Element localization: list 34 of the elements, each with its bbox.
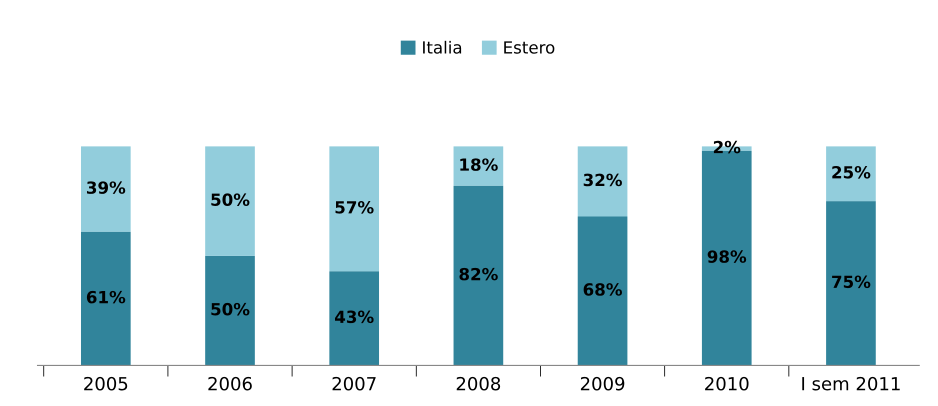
data-label: 25%	[832, 166, 870, 179]
bar	[578, 146, 628, 216]
data-label: 98%	[708, 250, 746, 263]
x-tick-label: 2006	[208, 376, 252, 390]
x-tick-label: 2008	[456, 376, 500, 390]
data-label: 18%	[460, 158, 498, 171]
legend-label: Italia	[423, 40, 462, 54]
x-tick-label: I sem 2011	[802, 376, 900, 390]
bar	[578, 216, 628, 366]
x-tick-label: 2009	[580, 376, 624, 390]
bar	[454, 186, 504, 366]
bar	[80, 146, 131, 232]
bar	[205, 256, 255, 366]
bar	[80, 232, 131, 366]
data-label: 61%	[86, 290, 126, 304]
data-label: 82%	[459, 268, 498, 280]
data-label: 57%	[336, 201, 374, 214]
data-label: 50%	[211, 302, 250, 316]
bar	[329, 146, 380, 272]
bar	[826, 201, 876, 366]
data-label: 43%	[334, 310, 374, 324]
x-tick-label: 2010	[705, 376, 749, 390]
bar	[329, 271, 380, 366]
data-label: 50%	[211, 193, 250, 206]
bar	[826, 146, 876, 202]
data-label: 39%	[86, 181, 126, 194]
data-label: 32%	[584, 174, 622, 186]
x-tick-label: 2007	[332, 376, 376, 390]
x-tick-label: 2005	[84, 376, 128, 390]
bar	[205, 146, 255, 256]
data-label: 68%	[584, 283, 622, 296]
data-label: 2%	[714, 140, 740, 154]
data-label: 75%	[832, 275, 870, 288]
legend-label: Estero	[504, 41, 554, 54]
